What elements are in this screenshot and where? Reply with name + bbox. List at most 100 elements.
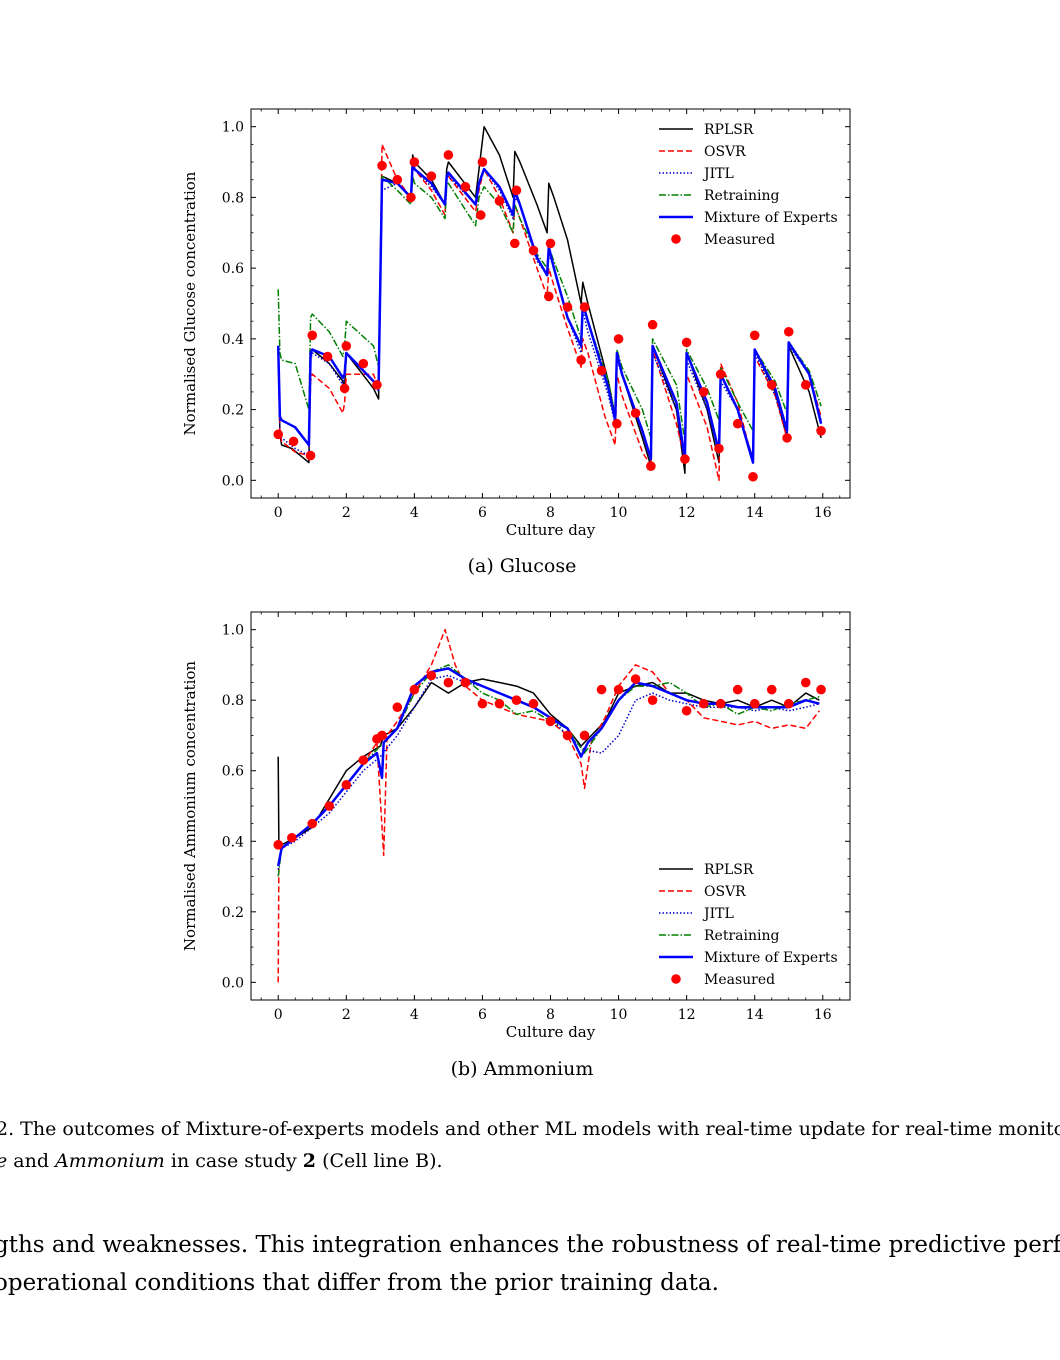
body-line-2: operational conditions that differ from … — [0, 1270, 719, 1296]
measured-point — [543, 291, 554, 302]
x-tick-label: 2 — [342, 1007, 351, 1023]
measured-point — [630, 674, 641, 684]
y-axis-label: Normalised Ammonium concentration — [181, 661, 199, 951]
series-line-rplsr — [277, 678, 820, 850]
measured-point — [322, 351, 333, 362]
measured-point — [783, 326, 794, 337]
subcaption-ammonium: (b) Ammonium — [451, 1058, 594, 1080]
figure: 0 2 4 6 8 10 12 14 16 0.0 0.2 0.4 0.6 0.8 1.0 Culture d… — [181, 108, 851, 1080]
measured-point — [749, 698, 760, 709]
legend-marker-measured — [671, 234, 681, 244]
caption-italic-1: e — [0, 1150, 7, 1172]
y-tick-label: 1.0 — [222, 120, 244, 136]
x-tick-label: 16 — [814, 505, 832, 521]
measured-point — [698, 698, 709, 709]
x-tick-label: 16 — [814, 1007, 832, 1023]
y-axis-label: Normalised Glucose concentration — [181, 171, 199, 435]
body-line-1: gths and weaknesses. This integration en… — [0, 1232, 1060, 1258]
measured-point — [409, 157, 420, 167]
x-axis-label: Culture day — [506, 521, 596, 539]
measured-point — [715, 698, 726, 709]
x-tick-label: 2 — [342, 505, 351, 521]
measured-point — [579, 730, 590, 741]
measured-point — [392, 174, 403, 185]
measured-point — [511, 185, 522, 196]
series-line-jitl — [277, 674, 820, 870]
caption-text-a: and — [7, 1150, 56, 1172]
legend-label: JITL — [702, 906, 734, 922]
measured-point — [816, 684, 826, 695]
measured-point — [477, 698, 488, 709]
measured-point — [800, 380, 811, 390]
caption-line-1: 2. The outcomes of Mixture-of-experts mo… — [0, 1118, 1060, 1140]
measured-point — [612, 418, 622, 429]
x-tick-label: 14 — [746, 505, 764, 521]
x-axis-label: Culture day — [506, 1023, 596, 1041]
measured-point — [646, 461, 656, 471]
measured-point — [511, 695, 522, 705]
y-tick-label: 0.6 — [222, 764, 244, 780]
x-tick-label: 4 — [410, 1007, 419, 1023]
measured-point — [409, 684, 420, 695]
x-tick-label: 0 — [274, 505, 283, 521]
y-tick-label: 1.0 — [222, 623, 244, 639]
subcaption-glucose: (a) Glucose — [468, 555, 577, 577]
measured-point — [816, 426, 826, 436]
series-line-retraining — [277, 664, 820, 877]
measured-point — [460, 677, 471, 688]
x-tick-label: 8 — [546, 1007, 555, 1023]
y-tick-label: 0.6 — [222, 261, 244, 277]
measured-point — [800, 677, 811, 688]
measured-point — [714, 443, 724, 454]
legend-label: Retraining — [704, 928, 779, 944]
measured-point — [647, 319, 658, 330]
measured-point — [443, 150, 454, 160]
plot-frame — [250, 108, 851, 499]
measured-point — [475, 210, 486, 220]
measured-point — [406, 192, 416, 203]
measured-point — [681, 337, 692, 348]
legend-label: Mixture of Experts — [704, 210, 838, 226]
measured-point — [494, 698, 505, 709]
measured-point — [377, 730, 387, 741]
measured-point — [443, 677, 454, 688]
caption-text-c: (Cell line B). — [316, 1150, 443, 1172]
measured-point — [715, 369, 726, 380]
measured-point — [562, 302, 573, 312]
measured-point — [782, 433, 792, 443]
series-line-retraining — [277, 175, 822, 443]
measured-point — [528, 698, 539, 709]
measured-point — [528, 245, 539, 256]
ammonium-chart: 0 2 4 6 8 10 12 14 16 0.0 0.2 0.4 0.6 0.8 1.0 Culture d… — [181, 611, 851, 1080]
x-tick-label: 12 — [678, 1007, 696, 1023]
legend-label: Mixture of Experts — [704, 950, 838, 966]
x-tick-label: 0 — [274, 1007, 283, 1023]
x-tick-label: 10 — [610, 1007, 628, 1023]
caption-line-2: e and Ammonium in case study 2 (Cell lin… — [0, 1145, 1060, 1177]
y-tick-label: 0.8 — [222, 693, 244, 709]
measured-point — [681, 705, 692, 716]
measured-point — [305, 450, 316, 461]
caption-bold: 2 — [302, 1150, 317, 1172]
measured-point — [358, 358, 369, 369]
measured-point — [392, 702, 403, 713]
x-tick-label: 14 — [746, 1007, 764, 1023]
measured-point — [647, 695, 658, 705]
y-tick-label: 0.4 — [222, 332, 244, 348]
measured-point — [426, 171, 437, 181]
measured-point — [287, 832, 297, 843]
measured-point — [545, 716, 556, 727]
x-tick-label: 6 — [478, 1007, 487, 1023]
x-tick-label: 4 — [410, 505, 419, 521]
legend-marker-measured — [671, 974, 681, 984]
legend-label: OSVR — [704, 144, 746, 160]
measured-point — [698, 387, 709, 397]
measured-point — [377, 160, 387, 171]
measured-point — [732, 418, 743, 429]
measured-point — [749, 330, 760, 341]
measured-point — [341, 780, 352, 790]
measured-point — [460, 182, 471, 192]
y-tick-label: 0.0 — [222, 975, 244, 991]
measured-point — [766, 684, 777, 695]
measured-point — [341, 341, 352, 351]
